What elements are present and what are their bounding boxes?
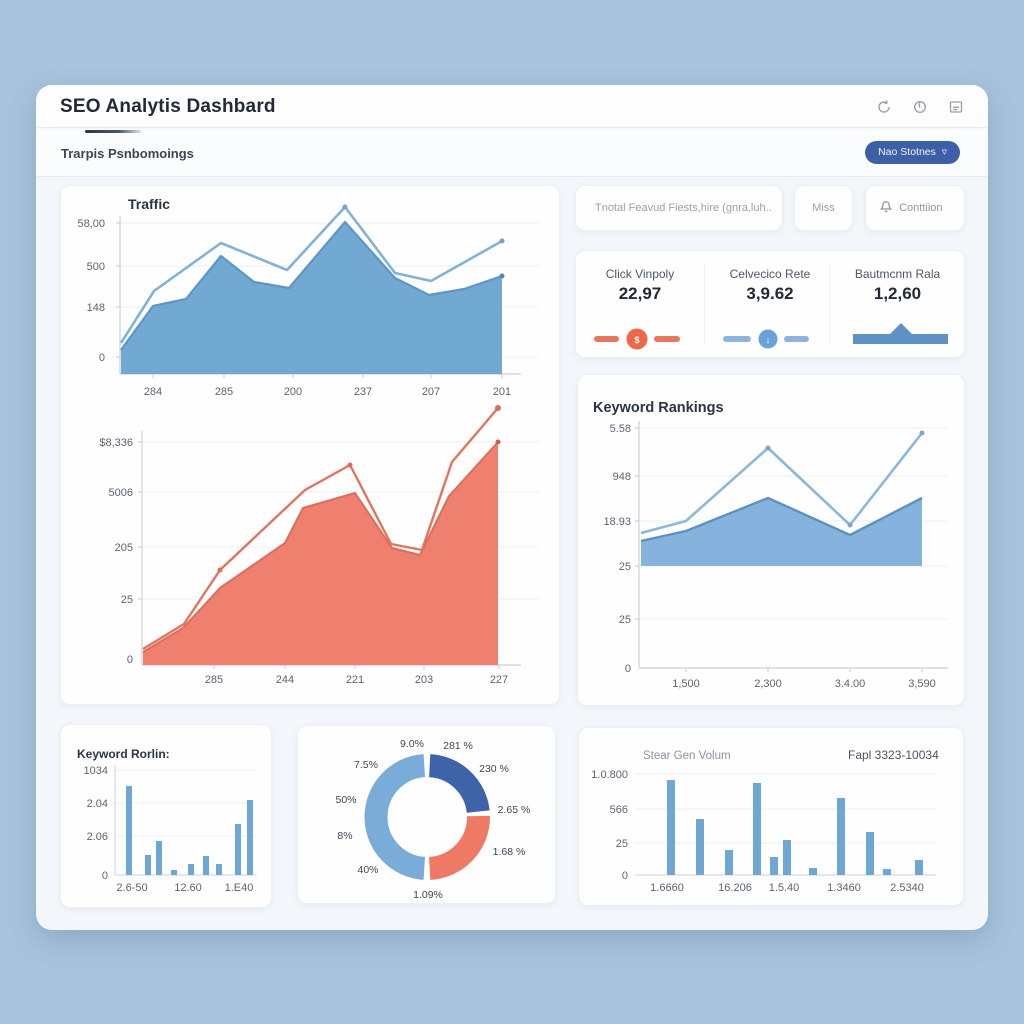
svg-text:7.5%: 7.5%: [354, 759, 378, 771]
svg-text:$: $: [634, 335, 639, 345]
svg-text:1.5.40: 1.5.40: [769, 882, 800, 894]
svg-text:1.3460: 1.3460: [827, 882, 861, 894]
svg-text:↓: ↓: [766, 335, 771, 345]
svg-text:Keyword Rorlin:: Keyword Rorlin:: [77, 747, 170, 761]
svg-text:566: 566: [610, 804, 628, 816]
svg-text:Fapl 3323-10034: Fapl 3323-10034: [848, 748, 939, 762]
svg-text:25: 25: [619, 614, 631, 626]
svg-text:25: 25: [616, 838, 628, 850]
svg-text:1.0.800: 1.0.800: [591, 769, 628, 781]
svg-text:500: 500: [87, 261, 105, 273]
svg-text:Traffic: Traffic: [128, 196, 170, 212]
svg-text:2.5340: 2.5340: [890, 882, 924, 894]
svg-text:18.93: 18.93: [603, 516, 631, 528]
svg-text:16.206: 16.206: [718, 882, 752, 894]
svg-text:2.65 %: 2.65 %: [498, 804, 531, 816]
svg-text:0: 0: [102, 870, 108, 882]
svg-text:0: 0: [625, 663, 631, 675]
svg-text:8%: 8%: [337, 830, 352, 842]
svg-text:227: 227: [490, 674, 508, 686]
svg-text:244: 244: [276, 674, 294, 686]
svg-text:50%: 50%: [335, 794, 356, 806]
svg-text:58,00: 58,00: [77, 218, 105, 230]
svg-text:230 %: 230 %: [479, 763, 509, 775]
svg-text:1.09%: 1.09%: [413, 889, 443, 901]
svg-text:5006: 5006: [109, 487, 133, 499]
svg-text:9.0%: 9.0%: [400, 738, 424, 750]
svg-text:284: 284: [144, 386, 162, 398]
svg-text:285: 285: [215, 386, 233, 398]
svg-text:$8,336: $8,336: [99, 437, 133, 449]
svg-text:1034: 1034: [84, 765, 108, 777]
svg-text:Keyword Rankings: Keyword Rankings: [593, 400, 724, 416]
svg-text:1.6660: 1.6660: [650, 882, 684, 894]
svg-text:2.6-50: 2.6-50: [116, 882, 147, 894]
svg-text:237: 237: [354, 386, 372, 398]
svg-text:221: 221: [346, 674, 364, 686]
svg-text:203: 203: [415, 674, 433, 686]
svg-text:205: 205: [115, 542, 133, 554]
svg-text:0: 0: [622, 870, 628, 882]
svg-text:948: 948: [613, 471, 631, 483]
svg-text:207: 207: [422, 386, 440, 398]
svg-text:2.06: 2.06: [87, 831, 108, 843]
svg-text:5.58: 5.58: [610, 423, 631, 435]
svg-text:1,500: 1,500: [672, 678, 700, 690]
svg-text:0: 0: [127, 654, 133, 666]
svg-text:1.68 %: 1.68 %: [493, 846, 526, 858]
svg-text:285: 285: [205, 674, 223, 686]
svg-text:148: 148: [87, 302, 105, 314]
svg-text:281 %: 281 %: [443, 740, 473, 752]
svg-text:40%: 40%: [357, 864, 378, 876]
svg-text:12.60: 12.60: [174, 882, 202, 894]
svg-text:25: 25: [619, 561, 631, 573]
svg-text:1.E40: 1.E40: [225, 882, 254, 894]
svg-text:201: 201: [493, 386, 511, 398]
svg-text:25: 25: [121, 594, 133, 606]
svg-text:3.4.00: 3.4.00: [835, 678, 866, 690]
svg-text:0: 0: [99, 352, 105, 364]
svg-text:2.04: 2.04: [87, 798, 108, 810]
svg-text:2,300: 2,300: [754, 678, 782, 690]
svg-text:Stear Gen Volum: Stear Gen Volum: [643, 750, 731, 762]
svg-text:3,590: 3,590: [908, 678, 936, 690]
svg-text:200: 200: [284, 386, 302, 398]
